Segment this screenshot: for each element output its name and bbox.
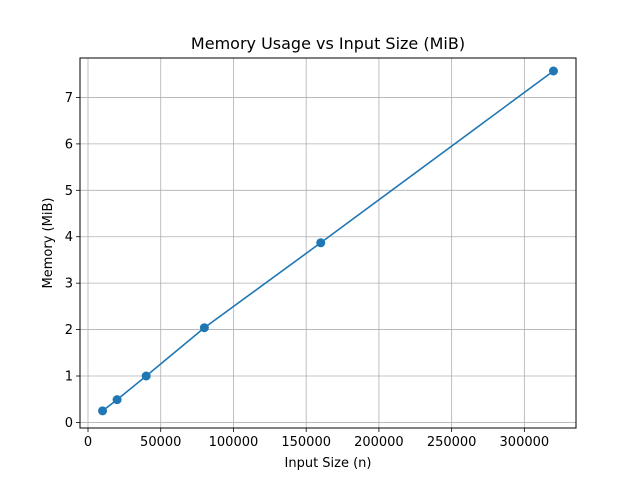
data-point [316, 238, 326, 248]
chart-title: Memory Usage vs Input Size (MiB) [191, 34, 465, 53]
y-tick-label: 4 [65, 230, 73, 245]
series-layer [98, 66, 558, 416]
data-point [98, 406, 108, 416]
x-tick-label: 200000 [354, 435, 404, 450]
y-tick-label: 7 [65, 91, 73, 106]
data-point [548, 66, 558, 76]
y-tick-label: 3 [65, 277, 73, 292]
data-point [112, 395, 122, 405]
data-point [199, 323, 209, 333]
y-tick-label: 5 [65, 184, 73, 199]
data-point [141, 371, 151, 381]
x-axis-label: Input Size (n) [285, 456, 372, 471]
y-tick-label: 0 [65, 416, 73, 431]
series-line [102, 70, 554, 412]
y-tick-label: 2 [65, 323, 73, 338]
x-tick-label: 50000 [140, 435, 181, 450]
x-tick-label: 300000 [500, 435, 550, 450]
y-axis-label: Memory (MiB) [41, 198, 56, 289]
y-tick-label: 1 [65, 370, 73, 385]
x-tick-label: 0 [84, 435, 92, 450]
x-tick-label: 150000 [281, 435, 331, 450]
x-tick-label: 250000 [427, 435, 477, 450]
y-tick-label: 6 [65, 137, 73, 152]
grid-lines [80, 58, 576, 428]
axis-ticks: 0 50000 100000 150000 200000 250000 300000 0 1 2 3… [65, 91, 549, 450]
x-tick-label: 100000 [209, 435, 259, 450]
plot-frame [79, 57, 577, 429]
